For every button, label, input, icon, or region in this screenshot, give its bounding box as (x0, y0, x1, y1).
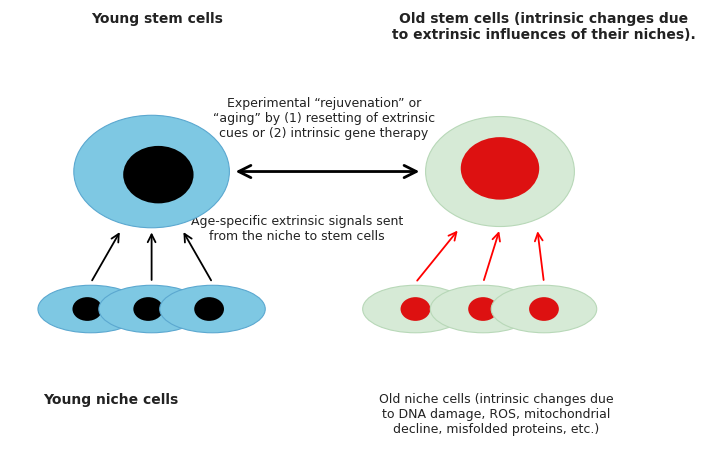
Ellipse shape (38, 285, 144, 333)
Ellipse shape (74, 115, 230, 228)
Text: Experimental “rejuvenation” or
“aging” by (1) resetting of extrinsic
cues or (2): Experimental “rejuvenation” or “aging” b… (213, 97, 435, 140)
Text: Young stem cells: Young stem cells (91, 12, 222, 26)
Text: Young niche cells: Young niche cells (43, 393, 178, 407)
Ellipse shape (468, 297, 498, 321)
Ellipse shape (461, 137, 539, 200)
Text: Age-specific extrinsic signals sent
from the niche to stem cells: Age-specific extrinsic signals sent from… (191, 215, 403, 243)
Text: Old niche cells (intrinsic changes due
to DNA damage, ROS, mitochondrial
decline: Old niche cells (intrinsic changes due t… (379, 393, 614, 436)
Ellipse shape (99, 285, 204, 333)
Ellipse shape (529, 297, 559, 321)
Ellipse shape (123, 146, 193, 203)
Text: Old stem cells (intrinsic changes due
to extrinsic influences of their niches).: Old stem cells (intrinsic changes due to… (392, 12, 696, 42)
Ellipse shape (401, 297, 430, 321)
Ellipse shape (134, 297, 163, 321)
Ellipse shape (194, 297, 224, 321)
Ellipse shape (72, 297, 103, 321)
Ellipse shape (362, 285, 468, 333)
Ellipse shape (425, 117, 575, 227)
Ellipse shape (491, 285, 596, 333)
Ellipse shape (430, 285, 536, 333)
Ellipse shape (160, 285, 265, 333)
